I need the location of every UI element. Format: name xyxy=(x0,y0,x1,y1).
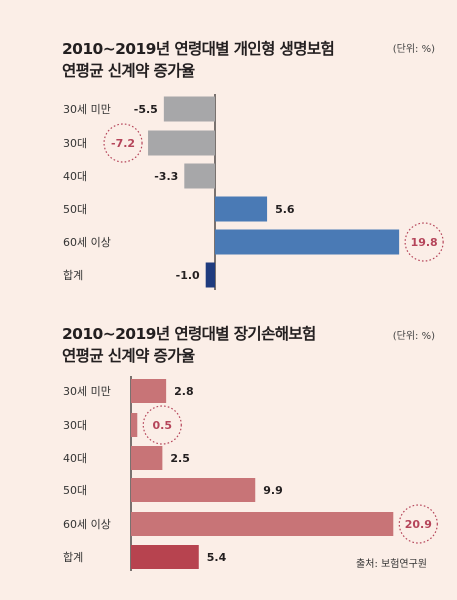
chart-1-title: 2010~2019년 연령대별 개인형 생명보험 연평균 신계약 증가율 xyxy=(62,40,335,80)
category-label: 30대 xyxy=(63,419,87,432)
bar xyxy=(205,262,215,288)
bar xyxy=(215,196,268,222)
bar xyxy=(215,229,400,255)
category-label: 합계 xyxy=(63,551,83,564)
category-label: 합계 xyxy=(63,269,83,282)
source-note: 출처: 보험연구원 xyxy=(356,559,427,570)
bar xyxy=(131,512,394,536)
bar xyxy=(131,379,167,403)
category-label: 30세 미만 xyxy=(63,385,111,398)
category-label: 60세 이상 xyxy=(63,518,111,531)
value-label: 2.5 xyxy=(170,452,190,465)
value-label: -5.5 xyxy=(134,103,158,116)
value-label: -3.3 xyxy=(154,170,178,183)
value-label: 9.9 xyxy=(263,484,283,497)
bar xyxy=(148,130,215,156)
highlight-circle xyxy=(398,504,438,544)
value-label: 5.6 xyxy=(275,203,295,216)
category-label: 30세 미만 xyxy=(63,103,111,116)
chart-2-unit: (단위: %) xyxy=(392,331,435,342)
value-label: 0.5 xyxy=(153,419,173,432)
category-label: 60세 이상 xyxy=(63,236,111,249)
highlight-circle xyxy=(142,405,182,445)
category-label: 40대 xyxy=(63,170,87,183)
category-label: 30대 xyxy=(63,137,87,150)
value-label: 19.8 xyxy=(411,236,438,249)
category-label: 40대 xyxy=(63,452,87,465)
bar xyxy=(131,413,138,437)
highlight-circle xyxy=(404,222,444,262)
bar xyxy=(131,478,256,502)
bar xyxy=(131,545,199,569)
highlight-circle xyxy=(103,123,143,163)
property-insurance-chart-panel: 2010~2019년 연령대별 장기손해보험 연평균 신계약 증가율 (단위: … xyxy=(0,318,457,600)
chart-2-plot: 30세 미만 2.8 30대 0.5 40대 2.5 50대 9.9 60세 이상 20.9 합계 5… xyxy=(63,376,438,571)
bar xyxy=(131,446,163,470)
value-label: 20.9 xyxy=(405,518,432,531)
value-label: -1.0 xyxy=(176,269,200,282)
value-label: 5.4 xyxy=(207,551,227,564)
life-insurance-chart-panel: 2010~2019년 연령대별 개인형 생명보험 연평균 신계약 증가율 (단위… xyxy=(62,40,444,290)
bar xyxy=(163,96,215,122)
chart-2-title: 2010~2019년 연령대별 장기손해보험 연평균 신계약 증가율 xyxy=(62,325,316,365)
category-label: 50대 xyxy=(63,203,87,216)
value-label: 2.8 xyxy=(174,385,194,398)
chart-1-unit: (단위: %) xyxy=(392,44,435,55)
category-label: 50대 xyxy=(63,484,87,497)
chart-1-plot: 30세 미만 -5.5 30대 -7.2 40대 -3.3 50대 5.6 60세 이상 19.8… xyxy=(63,94,444,290)
bar xyxy=(184,163,215,189)
value-label: -7.2 xyxy=(111,137,135,150)
